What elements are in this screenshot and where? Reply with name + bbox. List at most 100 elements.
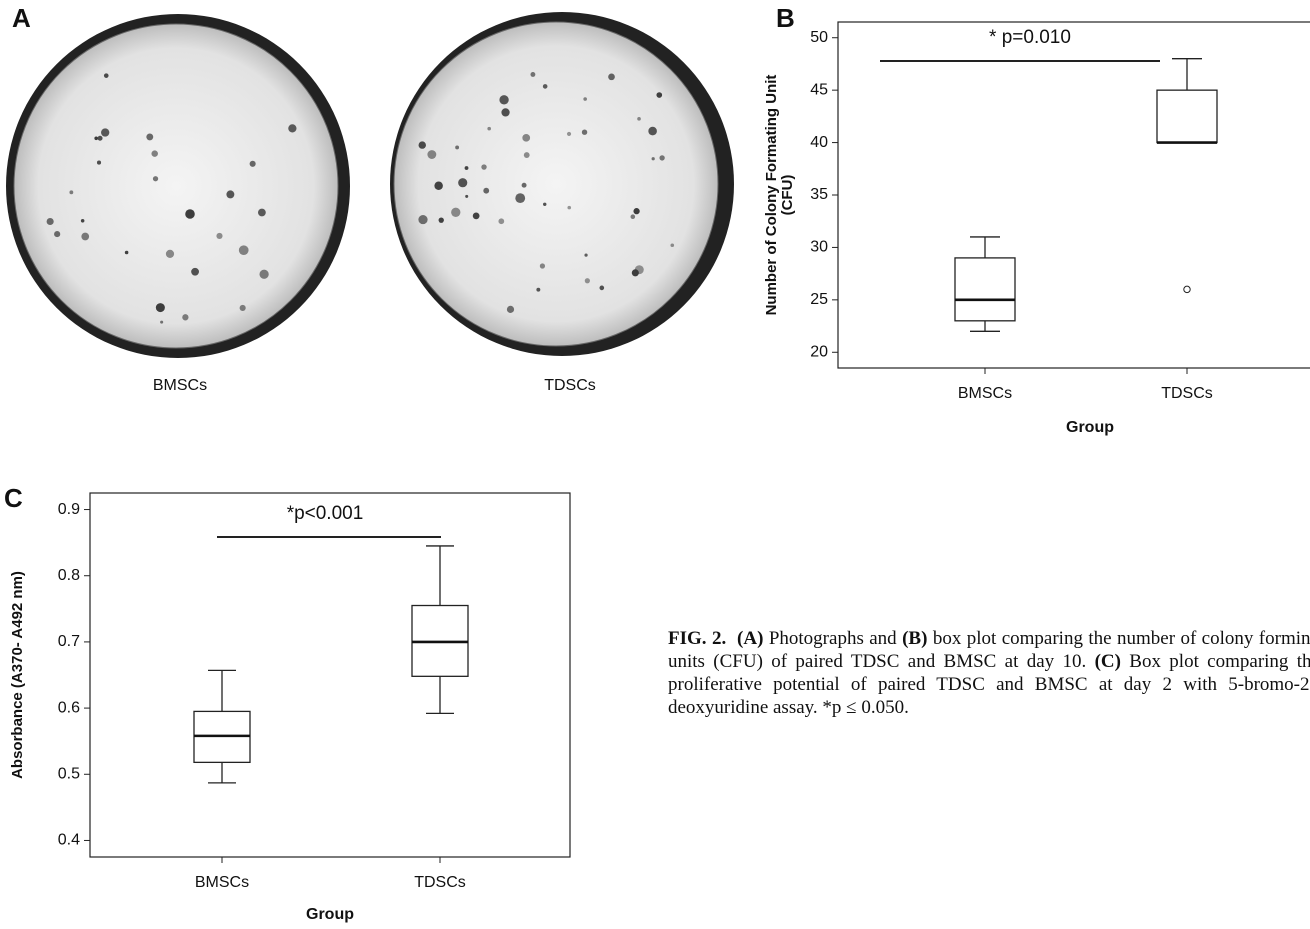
colony [458,178,467,187]
colony [499,95,508,104]
colony [652,157,655,160]
colony [465,195,468,198]
colony [94,136,98,140]
colony [648,127,657,136]
colony [498,218,504,224]
colony [543,84,548,89]
colony [288,124,296,132]
colony [608,73,615,80]
y-tick-label: 40 [810,134,828,151]
colony [101,128,109,136]
plate [394,22,718,346]
colony [631,214,636,219]
colony [160,321,163,324]
plot-frame [90,493,570,857]
x-axis-label: Group [306,906,354,923]
colony [153,176,158,181]
caption-run: FIG. 2. [668,628,726,649]
colony [507,306,514,313]
colony [481,164,486,169]
colony [599,286,604,291]
colony [567,206,571,210]
y-tick-label: 50 [810,29,828,46]
colony [583,97,587,101]
colony [465,166,469,170]
box [1157,90,1217,142]
x-tick-label: BMSCs [195,874,249,891]
y-axis-label-line: (CFU) [779,175,796,216]
x-tick-label: BMSCs [958,385,1012,402]
y-tick-label: 0.7 [58,633,80,650]
colony [483,188,489,194]
y-tick-label: 30 [810,239,828,256]
colony [522,183,527,188]
colony [524,152,530,158]
plate [14,24,338,348]
colony [81,233,89,241]
colony [250,161,256,167]
panel-label: B [776,3,795,33]
outlier [1184,286,1190,292]
colony [151,150,157,156]
colony [487,127,491,131]
figure-caption: FIG. 2. (A) Photographs and (B) box plot… [668,627,1310,719]
panel-label: A [12,3,31,33]
colony [656,92,662,98]
colony [166,250,174,258]
colony [434,182,443,191]
colony [585,278,590,283]
colony [455,145,459,149]
colony [584,253,587,256]
y-tick-label: 0.6 [58,699,80,716]
colony [567,132,571,136]
significance-label: * p=0.010 [989,27,1071,48]
y-tick-label: 0.4 [58,832,80,849]
colony [226,190,234,198]
plate-photo [390,12,734,356]
colony [97,161,101,165]
colony [530,72,535,77]
colony [659,155,664,160]
colony [47,218,54,225]
colony [69,190,73,194]
plot-frame [838,22,1310,368]
panel-label: C [4,483,23,513]
y-tick-label: 25 [810,291,828,308]
x-tick-label: TDSCs [1161,385,1213,402]
figure: A B C BMSCs TDSCs 20253035404550Number o… [0,0,1310,929]
colony [543,203,546,206]
colony [146,133,153,140]
colony [419,141,426,148]
x-tick-label: TDSCs [414,874,466,891]
y-tick-label: 20 [810,343,828,360]
colony [536,288,540,292]
colony [191,268,199,276]
colony [427,150,436,159]
colony [451,208,460,217]
colony [418,215,427,224]
colony [98,136,103,141]
colony [439,218,444,223]
colony [240,305,246,311]
plate-photo [6,14,350,358]
y-axis-label-line: Number of Colony Formating Unit [763,75,780,316]
y-tick-label: 0.8 [58,567,80,584]
y-tick-label: 45 [810,81,828,98]
colony [515,193,525,203]
colony [637,117,641,121]
caption-run: (B) [902,628,927,649]
caption-run: Photographs and [763,628,902,649]
colony [259,270,268,279]
colony [582,130,587,135]
caption-run: (C) [1095,651,1121,672]
colony [522,134,530,142]
y-tick-label: 0.5 [58,765,80,782]
y-axis-label: Number of Colony Formating Unit(CFU) [763,75,796,316]
box [955,258,1015,321]
caption-run [726,628,737,649]
colony [632,269,639,276]
colony [182,314,188,320]
colony [473,213,480,220]
photo-label: BMSCs [153,377,207,394]
figure-page: A B C BMSCs TDSCs 20253035404550Number o… [0,0,1310,929]
